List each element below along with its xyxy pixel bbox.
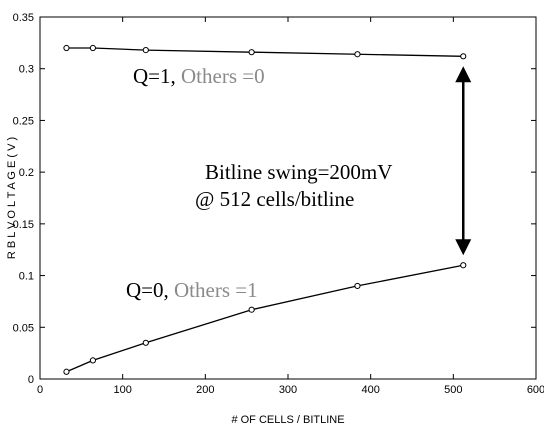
x-tick-label: 600 <box>527 384 544 396</box>
y-tick-label: 0.35 <box>13 12 34 24</box>
x-tick-label: 300 <box>279 384 297 396</box>
x-tick-label: 200 <box>196 384 214 396</box>
y-ticks: 0 0.05 0.1 0.15 0.2 0.25 0.3 0.35 <box>13 12 536 386</box>
y-tick-label: 0.3 <box>19 64 34 76</box>
series-line-2 <box>66 264 464 373</box>
data-point <box>89 44 97 52</box>
swing-annotation-line1: Bitline swing=200mV <box>205 160 392 184</box>
data-point <box>89 357 97 364</box>
y-tick-label: 0.15 <box>13 219 34 231</box>
q1-annotation-main: Q=1, <box>133 64 176 88</box>
data-point <box>63 368 70 375</box>
y-tick-label: 0.05 <box>13 322 34 334</box>
q1-annotation-others: Others =0 <box>176 64 265 88</box>
q0-annotation-others: Others =1 <box>169 278 258 302</box>
q0-annotation-main: Q=0, <box>126 278 169 302</box>
series-group <box>63 44 467 375</box>
bitline-swing-arrow <box>455 66 472 256</box>
y-tick-label: 0.2 <box>19 167 34 179</box>
data-point <box>354 282 361 290</box>
x-tick-label: 100 <box>113 384 131 396</box>
arrow-head-up <box>455 66 472 83</box>
y-tick-label: 0.1 <box>19 271 34 283</box>
y-axis-label: R B L V O L T A G E ( V ) <box>6 137 18 259</box>
x-tick-label: 400 <box>361 384 379 396</box>
data-point <box>248 306 255 313</box>
data-point <box>142 339 149 346</box>
q0-annotation: Q=0, Others =1 <box>126 278 258 302</box>
x-tick-label: 500 <box>444 384 462 396</box>
data-point <box>63 44 70 52</box>
x-axis-label: # OF CELLS / BITLINE <box>231 414 344 426</box>
arrow-head-down <box>455 239 472 256</box>
swing-annotation-line2: @ 512 cells/bitline <box>195 187 354 211</box>
data-point <box>354 51 361 58</box>
y-tick-label: 0.25 <box>13 115 34 127</box>
data-point <box>460 53 467 60</box>
x-ticks: 0 100 200 300 400 500 600 <box>37 17 544 396</box>
series-line-1 <box>66 47 464 57</box>
data-point <box>248 49 255 56</box>
data-point <box>460 262 467 269</box>
x-tick-label: 0 <box>37 384 43 396</box>
data-point <box>142 46 149 54</box>
q1-annotation: Q=1, Others =0 <box>133 64 265 88</box>
y-tick-label: 0 <box>28 374 34 386</box>
